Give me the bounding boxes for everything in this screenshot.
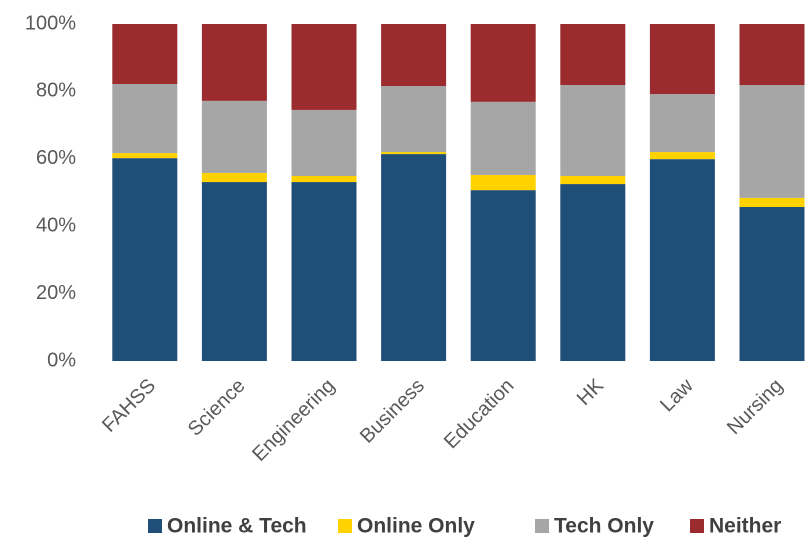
legend-label: Online & Tech xyxy=(167,515,307,538)
bar-segment xyxy=(381,24,447,87)
bar-segment xyxy=(470,101,536,175)
bar-segment xyxy=(291,24,357,110)
x-tick-label: Science xyxy=(184,375,250,441)
x-tick-label: FAHSS xyxy=(98,375,160,437)
bar-segment xyxy=(470,24,536,102)
y-tick-label: 40% xyxy=(36,214,76,236)
y-tick-label: 60% xyxy=(36,147,76,169)
x-tick-label: Law xyxy=(656,374,698,416)
bar-segment xyxy=(560,84,626,176)
bar-segment xyxy=(470,190,536,361)
bar-segment xyxy=(112,83,178,154)
bar-segment xyxy=(381,86,447,153)
x-tick-label: Education xyxy=(440,375,518,453)
bar-segment xyxy=(291,109,357,176)
bar-segment xyxy=(739,24,805,85)
legend-swatch xyxy=(535,519,549,533)
bar-segment xyxy=(649,94,715,153)
bar-segment xyxy=(291,182,357,361)
bar-segment xyxy=(381,154,447,361)
x-tick-label: Business xyxy=(356,375,429,448)
bar-segment xyxy=(470,174,536,191)
y-tick-label: 80% xyxy=(36,80,76,102)
legend-swatch xyxy=(148,519,162,533)
bar-segment xyxy=(112,158,178,361)
bar-segment xyxy=(112,153,178,159)
legend-label: Tech Only xyxy=(554,515,654,538)
y-tick-label: 100% xyxy=(25,12,76,34)
legend-label: Online Only xyxy=(357,515,475,538)
bar-segment xyxy=(649,159,715,361)
bar-segment xyxy=(291,175,357,183)
bar-segment xyxy=(560,175,626,185)
bar-segment xyxy=(201,100,267,173)
bar-segment xyxy=(649,152,715,160)
y-tick-label: 0% xyxy=(47,349,76,371)
bar-segment xyxy=(201,172,267,183)
legend-swatch xyxy=(338,519,352,533)
bar-segment xyxy=(560,184,626,361)
bar-segment xyxy=(201,24,267,101)
x-tick-label: HK xyxy=(573,374,609,410)
bar-segment xyxy=(381,152,447,155)
bar-segment xyxy=(112,24,178,84)
bar-segment xyxy=(201,182,267,361)
bar-segment xyxy=(560,24,626,85)
y-tick-label: 20% xyxy=(36,282,76,304)
bar-segment xyxy=(649,24,715,95)
legend-swatch xyxy=(690,519,704,533)
x-tick-label: Nursing xyxy=(723,375,787,439)
bar-segment xyxy=(739,206,805,361)
bar-segment xyxy=(739,84,805,198)
x-tick-label: Engineering xyxy=(248,375,339,466)
legend-label: Neither xyxy=(709,515,781,538)
bar-segment xyxy=(739,197,805,207)
